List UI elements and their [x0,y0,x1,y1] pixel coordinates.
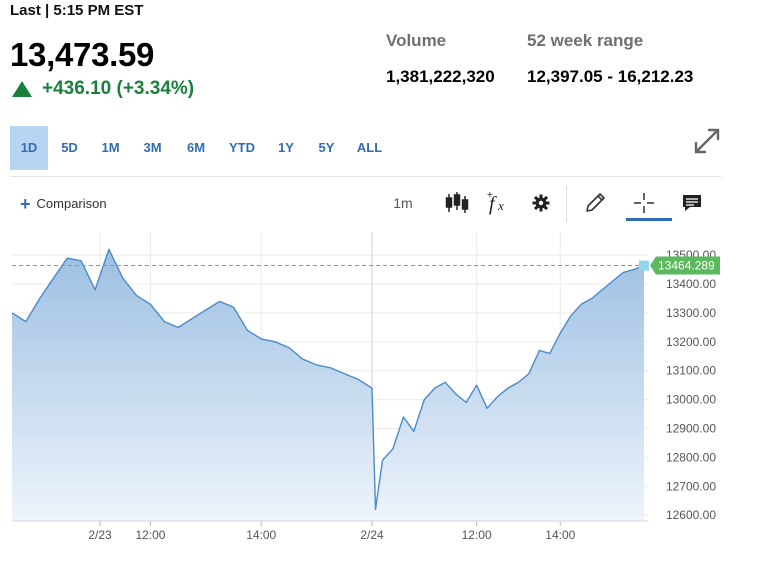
volume-label: Volume [386,31,447,50]
last-price: 13,473.59 [10,36,155,73]
range-tab-3m[interactable]: 3M [143,140,162,155]
volume-value: 1,381,222,320 [386,67,495,86]
range-tab-1y[interactable]: 1Y [278,140,294,155]
range-tab-6m[interactable]: 6M [186,140,206,155]
range-label: 52 week range [527,31,644,50]
svg-text:f: f [489,193,497,215]
expand-icon[interactable] [692,126,722,156]
y-tick-label: 13400.00 [666,277,716,291]
last-value-badge [650,256,720,275]
y-tick-label: 12700.00 [666,479,716,493]
comparison-button[interactable]: + Comparison [20,193,107,214]
price-line [11,248,645,511]
gear-icon[interactable] [530,188,552,218]
plus-icon: + [20,193,31,214]
last-update: Last | 5:15 PM EST [10,2,144,19]
range-tab-1m[interactable]: 1M [101,140,120,155]
y-tick-label: 13000.00 [666,393,716,407]
y-tick-label: 13200.00 [666,335,716,349]
x-tick-label: 2/24 [360,528,384,542]
price-area-fill [12,249,644,522]
comment-icon[interactable] [680,188,704,218]
toolbar-separator [566,186,567,222]
y-tick-label: 12600.00 [666,508,716,522]
svg-text:+: + [487,190,493,201]
last-point-marker [639,260,649,271]
range-tab-1d[interactable]: 1D [10,126,48,170]
range-tab-all[interactable]: ALL [356,140,383,155]
toolbar-divider [10,176,721,177]
svg-text:x: x [497,198,504,213]
crosshair-icon[interactable] [632,188,656,218]
y-tick-label: 12800.00 [666,450,716,464]
x-tick-label: 12:00 [462,528,492,542]
range-tabs: 1D 5D 1M 3M 6M YTD 1Y 5Y ALL [10,126,391,170]
function-icon[interactable]: f x + [485,188,513,218]
comparison-label: Comparison [36,196,107,211]
last-value-label: 13464.289 [658,258,715,272]
pencil-icon[interactable] [582,188,608,218]
range-tab-ytd[interactable]: YTD [229,140,255,155]
x-tick-label: 14:00 [545,528,575,542]
x-tick-label: 12:00 [135,528,165,542]
y-tick-label: 12900.00 [666,422,716,436]
range-tab-5d[interactable]: 5D [61,140,78,155]
y-tick-label: 13300.00 [666,306,716,320]
y-tick-label: 13100.00 [666,364,716,378]
candlestick-icon[interactable] [443,188,471,218]
crosshair-active-indicator [626,218,672,221]
range-tab-5y[interactable]: 5Y [318,140,335,155]
range-value: 12,397.05 - 16,212.23 [527,67,694,86]
price-change-text: +436.10 (+3.34%) [42,78,195,99]
x-tick-label: 2/23 [88,528,112,542]
price-change: +436.10 (+3.34%) [12,78,194,100]
up-arrow-icon [12,81,32,97]
interval-selector[interactable]: 1m [393,195,413,211]
x-tick-label: 14:00 [246,528,276,542]
